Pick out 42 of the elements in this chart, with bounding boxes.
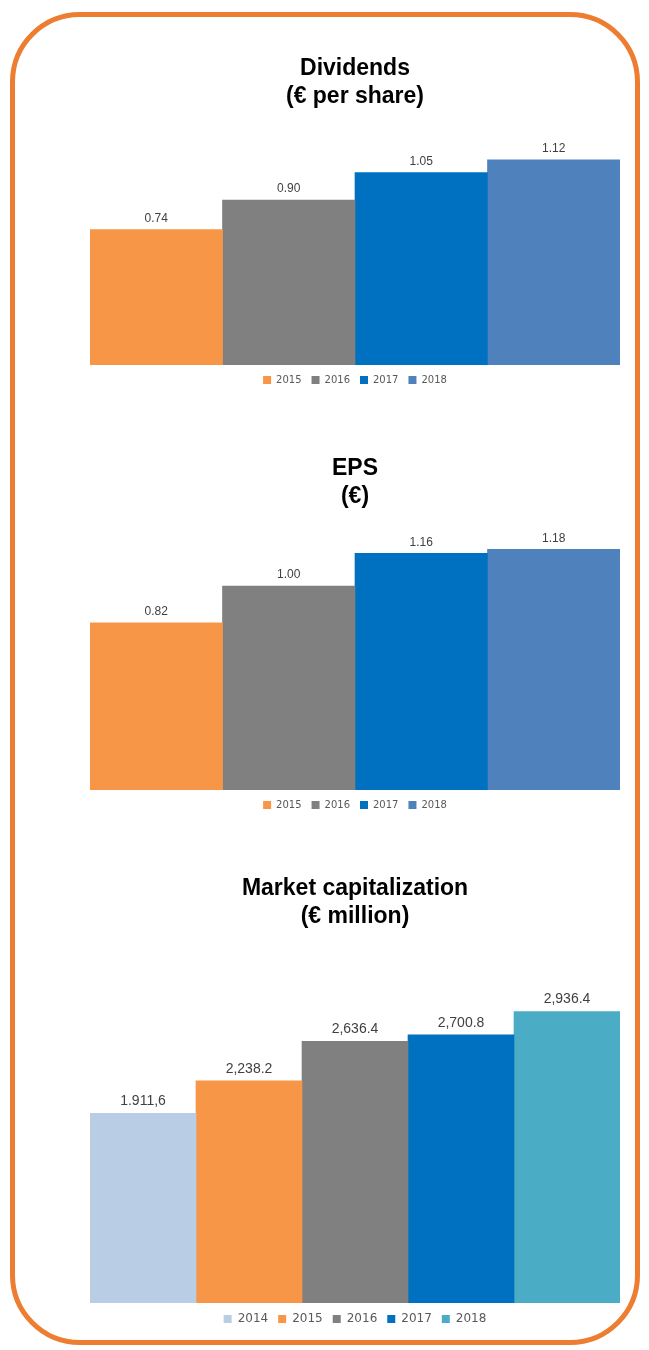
data-label: 0.82 (144, 604, 169, 619)
bar (195, 1080, 303, 1303)
legend-label: 2018 (455, 1311, 487, 1326)
data-label: 0.90 (277, 181, 301, 196)
bar (222, 199, 356, 365)
bar (90, 622, 223, 790)
data-label: 1.05 (409, 153, 434, 168)
legend-label: 2018 (421, 373, 447, 385)
bar (222, 585, 356, 790)
data-label: 2,700.8 (437, 1013, 485, 1030)
legend-label: 2015 (276, 373, 302, 385)
legend-label: 2016 (324, 798, 350, 810)
chart-title: EPS (€) (331, 454, 379, 508)
data-label: 2,636.4 (331, 1020, 379, 1037)
data-label: 2,936.4 (543, 990, 591, 1007)
legend-label: 2015 (292, 1311, 323, 1326)
legend-label: 2017 (373, 798, 399, 810)
chart-title: Market capitalization (€ million) (241, 874, 469, 928)
bar (407, 1034, 515, 1303)
data-label: 1.00 (277, 567, 301, 582)
legend-label: 2017 (401, 1311, 432, 1326)
data-label: 1.911,6 (120, 1092, 167, 1109)
bar (487, 548, 620, 790)
legend-label: 2016 (324, 373, 350, 385)
bar (513, 1011, 620, 1303)
chart-title: Dividends (€ per share) (285, 54, 425, 108)
bar (354, 553, 488, 790)
data-label: 1.18 (542, 530, 566, 545)
bar (90, 229, 223, 365)
legend-label: 2014 (237, 1311, 269, 1326)
bar (354, 172, 488, 365)
bar (90, 1112, 197, 1303)
data-label: 0.74 (144, 210, 169, 225)
data-label: 1.12 (542, 141, 566, 156)
data-label: 1.16 (409, 534, 434, 549)
legend-label: 2017 (373, 373, 399, 385)
legend-label: 2016 (346, 1311, 378, 1326)
data-label: 2,238.2 (225, 1059, 273, 1076)
bar (301, 1040, 409, 1303)
legend-label: 2018 (421, 798, 447, 810)
bar (487, 159, 620, 365)
legend-label: 2015 (276, 798, 302, 810)
